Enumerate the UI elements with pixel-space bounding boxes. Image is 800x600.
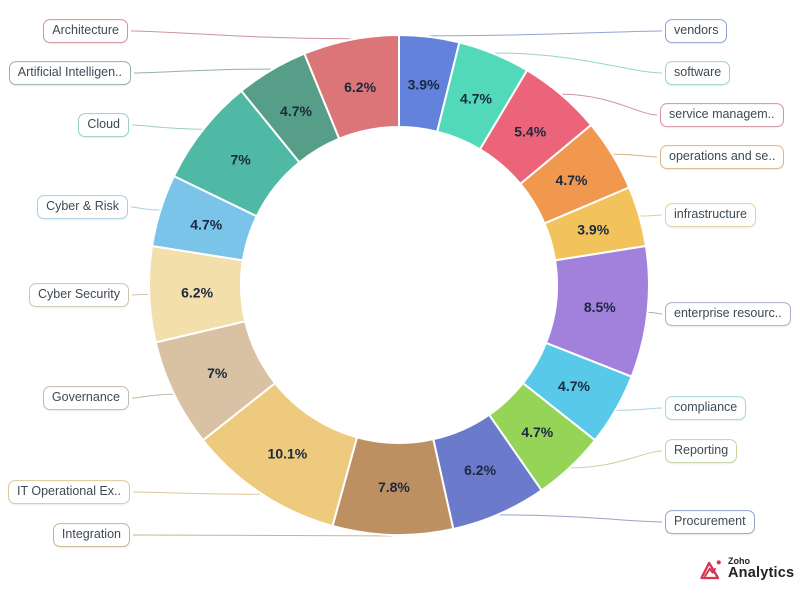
- callout-line-operations-and-se: [613, 153, 658, 158]
- callout-label-text: Artificial Intelligen..: [17, 65, 122, 80]
- callout-label-text: Cyber Security: [38, 287, 120, 302]
- callout-label-text: Procurement: [674, 514, 746, 529]
- callout-label-software[interactable]: software: [665, 61, 731, 85]
- brand-zoho-text: Zoho: [728, 556, 750, 567]
- callout-line-integration: [132, 534, 393, 537]
- callout-label-text: service managem..: [669, 107, 775, 122]
- callout-label-infrastructure[interactable]: infrastructure: [665, 203, 756, 227]
- slice-percent-label-procurement: 6.2%: [464, 462, 496, 478]
- callout-label-artificial-intelligen[interactable]: Artificial Intelligen..: [8, 61, 131, 85]
- callout-label-it-operational-ex[interactable]: IT Operational Ex..: [8, 480, 130, 504]
- callout-line-enterprise-resourc: [648, 311, 663, 315]
- callout-line-cloud: [131, 124, 203, 130]
- callout-label-text: IT Operational Ex..: [17, 484, 121, 499]
- callout-label-compliance[interactable]: compliance: [665, 396, 747, 420]
- callout-line-vendors: [429, 30, 663, 37]
- callout-label-text: Architecture: [52, 23, 119, 38]
- callout-line-cyber-risk: [130, 206, 160, 211]
- callout-label-reporting[interactable]: Reporting: [665, 439, 738, 463]
- callout-label-text: Cyber & Risk: [46, 199, 119, 214]
- callout-line-service-managem: [562, 93, 658, 116]
- slice-percent-label-governance: 7%: [207, 365, 228, 381]
- callout-label-enterprise-resourc[interactable]: enterprise resourc..: [665, 302, 791, 326]
- callout-label-text: operations and se..: [669, 149, 776, 164]
- slice-architecture[interactable]: [303, 34, 400, 140]
- callout-label-text: Reporting: [674, 443, 729, 458]
- callout-label-cloud[interactable]: Cloud: [78, 113, 129, 137]
- callout-line-it-operational-ex: [132, 491, 261, 495]
- slice-percent-label-operations-and-se: 4.7%: [556, 172, 588, 188]
- zoho-analytics-logo-icon: [697, 556, 724, 583]
- callout-label-cyber-risk[interactable]: Cyber & Risk: [37, 195, 128, 219]
- callout-label-text: enterprise resourc..: [674, 306, 782, 321]
- slice-percent-label-cyber-risk: 4.7%: [190, 217, 222, 233]
- callout-label-vendors[interactable]: vendors: [665, 19, 728, 43]
- slice-percent-label-cloud: 7%: [230, 152, 251, 168]
- callout-label-service-managem[interactable]: service managem..: [660, 103, 784, 127]
- callout-label-operations-and-se[interactable]: operations and se..: [660, 145, 785, 169]
- callout-label-architecture[interactable]: Architecture: [43, 19, 128, 43]
- brand-text: Zoho Analytics: [728, 557, 794, 581]
- zoho-analytics-logo: Zoho Analytics: [697, 556, 794, 583]
- brand-analytics-text: Analytics: [728, 565, 795, 582]
- callout-line-architecture: [130, 30, 351, 40]
- callout-label-text: Cloud: [87, 117, 120, 132]
- slice-percent-label-cyber-security: 6.2%: [181, 285, 213, 301]
- slice-percent-label-enterprise-resourc: 8.5%: [584, 299, 616, 315]
- callout-line-software: [494, 52, 663, 74]
- callout-line-procurement: [499, 514, 663, 523]
- slice-percent-label-integration: 7.8%: [378, 479, 410, 495]
- callout-label-procurement[interactable]: Procurement: [665, 510, 755, 534]
- slice-percent-label-service-managem: 5.4%: [514, 123, 546, 139]
- callout-line-reporting: [570, 450, 663, 469]
- callout-label-text: software: [674, 65, 722, 80]
- callout-label-governance[interactable]: Governance: [42, 386, 129, 410]
- callout-label-text: infrastructure: [674, 207, 747, 222]
- callout-line-artificial-intelligen: [133, 68, 272, 74]
- callout-label-text: Integration: [61, 527, 121, 542]
- callout-line-infrastructure: [640, 214, 663, 217]
- callout-label-text: Governance: [51, 390, 120, 405]
- slice-percent-label-compliance: 4.7%: [558, 378, 590, 394]
- slice-percent-label-software: 4.7%: [460, 90, 492, 106]
- slice-percent-label-infrastructure: 3.9%: [577, 222, 609, 238]
- slice-percent-label-it-operational-ex: 10.1%: [268, 445, 308, 461]
- slice-percent-label-architecture: 6.2%: [344, 79, 376, 95]
- slice-percent-label-vendors: 3.9%: [408, 77, 440, 93]
- slice-percent-label-artificial-intelligen: 4.7%: [280, 103, 312, 119]
- callout-label-integration[interactable]: Integration: [52, 523, 130, 547]
- callout-line-cyber-security: [131, 293, 149, 296]
- callout-line-governance: [131, 393, 174, 399]
- callout-line-compliance: [616, 407, 663, 411]
- slice-percent-label-reporting: 4.7%: [521, 424, 553, 440]
- callout-label-text: vendors: [674, 23, 719, 38]
- callout-label-cyber-security[interactable]: Cyber Security: [29, 283, 129, 307]
- callout-label-text: compliance: [674, 400, 738, 415]
